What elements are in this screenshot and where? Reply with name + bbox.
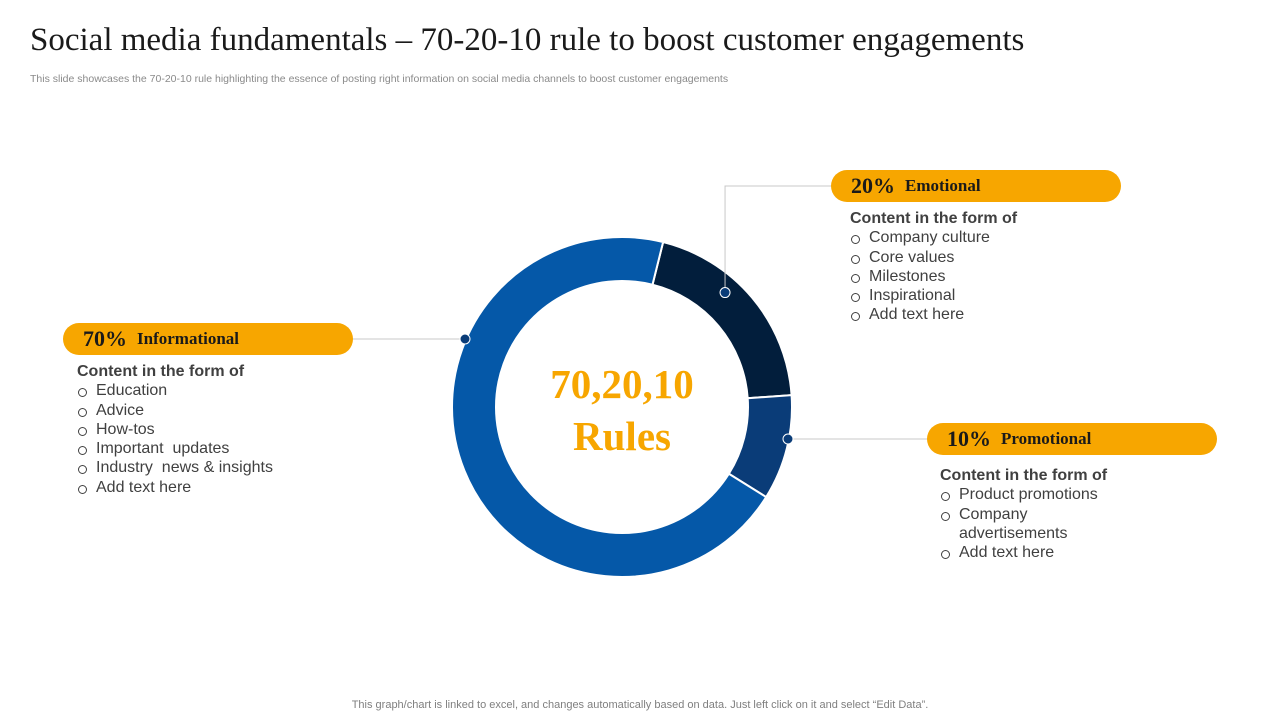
center-line-2: Rules — [573, 413, 671, 459]
list-item: Company advertisements — [940, 505, 1120, 544]
informational-head: Content in the form of — [77, 363, 245, 380]
donut-slice-informational[interactable] — [451, 236, 768, 578]
donut-center-label: 70,20,10 Rules — [522, 358, 722, 462]
promotional-percent: 10% — [947, 426, 991, 451]
list-item: Add text here — [940, 543, 1120, 562]
list-item: Advice — [77, 401, 347, 420]
list-item: Company culture — [850, 228, 1110, 247]
emotional-connector-dot — [719, 287, 731, 299]
center-line-1: 70,20,10 — [550, 361, 694, 407]
informational-list: Education Advice How-tos Important updat… — [77, 381, 347, 497]
emotional-connector-line — [724, 185, 835, 293]
emotional-pill: 20% Emotional — [831, 170, 1121, 202]
informational-details: Content in the form of Education Advice … — [77, 362, 347, 497]
footer-note: This graph/chart is linked to excel, and… — [351, 699, 929, 711]
emotional-head: Content in the form of — [850, 210, 1018, 227]
list-item: Milestones — [850, 267, 1110, 286]
informational-name: Informational — [137, 329, 239, 348]
promotional-list: Product promotions Company advertisement… — [940, 485, 1120, 562]
emotional-name: Emotional — [905, 176, 981, 195]
promotional-head: Content in the form of — [940, 467, 1108, 484]
promotional-name: Promotional — [1001, 429, 1092, 448]
list-item: Add text here — [850, 305, 1110, 324]
emotional-details: Content in the form of Company culture C… — [850, 209, 1110, 325]
list-item: Core values — [850, 248, 1110, 267]
page-subtitle: This slide showcases the 70-20-10 rule h… — [30, 73, 729, 85]
list-item: Industry news & insights — [77, 458, 347, 477]
list-item: Education — [77, 381, 347, 400]
informational-percent: 70% — [83, 326, 127, 351]
list-item: Important updates — [77, 439, 347, 458]
emotional-percent: 20% — [851, 173, 895, 198]
list-item: Product promotions — [940, 485, 1120, 504]
informational-connector-dot — [459, 333, 471, 345]
list-item: Add text here — [77, 478, 347, 497]
emotional-list: Company culture Core values Milestones I… — [850, 228, 1110, 324]
list-item: How-tos — [77, 420, 347, 439]
promotional-details: Content in the form of Product promotion… — [940, 466, 1120, 562]
informational-pill: 70% Informational — [63, 323, 353, 355]
list-item: Inspirational — [850, 286, 1110, 305]
promotional-pill: 10% Promotional — [927, 423, 1217, 455]
page-title: Social media fundamentals – 70-20-10 rul… — [30, 22, 1025, 58]
promotional-connector-dot — [782, 433, 794, 445]
